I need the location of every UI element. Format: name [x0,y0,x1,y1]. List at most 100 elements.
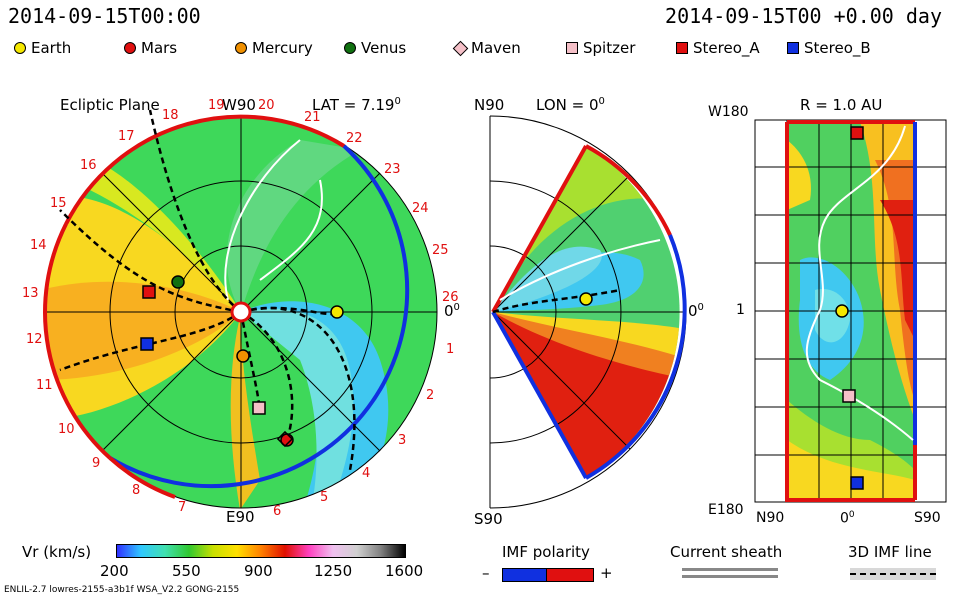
lat-degree: 0 [394,96,401,107]
latlon-grid [754,119,947,503]
rot-num: 9 [92,456,101,471]
rot-num: 16 [80,158,97,173]
legend-label: Earth [31,39,72,57]
meridional-rim-positive [585,144,672,236]
rim-positive-2 [43,223,112,460]
x-mid-degree: 0 [848,510,855,520]
rot-num: 23 [384,162,401,177]
rim-positive [64,114,346,225]
meridional-right-label: 00 [688,302,704,320]
rot-num: 12 [26,332,43,347]
latlon-earth-marker [835,304,849,318]
imf3d-label: 3D IMF line [848,543,932,561]
rot-num: 17 [118,129,135,144]
mars-marker-icon [124,42,136,54]
stereo-b-marker-icon [787,42,799,54]
venus-marker [171,275,185,289]
rot-num: 26 [442,290,459,305]
rot-num: 7 [178,500,187,515]
legend-label: Spitzer [583,39,636,57]
mercury-marker [236,349,250,363]
imf-minus: – [482,564,490,582]
rot-num: 6 [273,504,282,519]
lat-value: LAT = 7.19 [312,96,395,114]
legend-label: Mars [141,39,178,57]
spitzer-marker-icon [566,42,578,54]
rot-num: 14 [30,238,47,253]
lon-degree: 0 [453,302,460,313]
rot-num: 5 [320,490,329,505]
radial-x-right: S90 [914,510,941,526]
stereo-b-marker [140,337,154,351]
colorbar-tick: 1600 [385,562,424,580]
meridional-current-sheath [499,239,661,301]
rot-num: 20 [258,98,275,113]
ecliptic-title: Ecliptic Plane [60,96,160,114]
rot-num: 13 [22,286,39,301]
legend-stereo-b: Stereo_B [787,38,871,58]
meridional-degree: 0 [697,302,704,313]
rot-num: 10 [58,422,75,437]
rot-num: 15 [50,196,67,211]
speed-colorbar [116,544,406,558]
current-sheath-swatch-2 [682,575,778,578]
stereo-a-marker-icon [676,42,688,54]
rot-num: 11 [36,378,53,393]
sun-icon [230,301,252,323]
legend-mars: Mars [124,38,177,58]
rot-num: 3 [398,433,407,448]
imf-negative-swatch [502,568,548,582]
rot-num: 22 [346,131,363,146]
lon-degree: 0 [598,96,605,107]
meridional-top-label: N90 [474,96,505,114]
legend-label: Stereo_A [693,39,760,57]
legend-label: Maven [471,39,521,57]
imf-polarity-label: IMF polarity [502,543,590,561]
latlon-stereo-a-marker [850,126,864,140]
legend-label: Stereo_B [804,39,871,57]
earth-marker-icon [14,42,26,54]
ecliptic-bottom-label: E90 [226,508,255,526]
latlon-edge-positive [785,122,915,502]
timestamp-left: 2014-09-15T00:00 [8,4,201,28]
radial-mid-label: 1 [736,302,745,318]
ecliptic-current-sheath-2 [259,179,323,281]
ecliptic-lat-label: LAT = 7.190 [312,96,401,114]
colorbar-tick: 900 [244,562,273,580]
colorbar-tick: 1250 [314,562,353,580]
legend-spitzer: Spitzer [566,38,635,58]
legend-maven: Maven [452,38,521,58]
meridional-earth-marker [579,292,593,306]
legend-venus: Venus [344,38,406,58]
footer-text: ENLIL-2.7 lowres-2155-a3b1f WSA_V2.2 GON… [4,585,240,595]
latlon-spitzer-marker [842,389,856,403]
lon-zero: 0 [444,302,454,320]
rot-num: 25 [432,243,449,258]
rot-num: 18 [162,108,179,123]
legend-stereo-a: Stereo_A [676,38,760,58]
colorbar-label: Vr (km/s) [22,543,92,561]
radial-top-label: W180 [708,104,749,120]
rim-positive-3 [108,456,176,499]
rot-num: 21 [304,110,321,125]
ecliptic-right-label: 00 [444,302,460,320]
spitzer-marker [252,401,266,415]
radial-x-left: N90 [756,510,785,526]
earth-marker [330,305,344,319]
lon-value: LON = 0 [536,96,599,114]
meridional-bottom-label: S90 [474,510,503,528]
imf3d-swatch-line [850,573,936,575]
current-sheath-swatch-1 [682,568,778,571]
radial-bottom-left-label: E180 [708,502,744,518]
maven-marker [276,430,294,448]
venus-marker-icon [344,42,356,54]
radial-r-label: R = 1.0 AU [800,96,883,114]
imf-plus: + [600,564,613,582]
colorbar-tick: 550 [172,562,201,580]
meridional-lon-label: LON = 00 [536,96,605,114]
legend-label: Mercury [252,39,313,57]
meridional-edge-north [491,145,588,313]
rot-num: 1 [446,342,455,357]
